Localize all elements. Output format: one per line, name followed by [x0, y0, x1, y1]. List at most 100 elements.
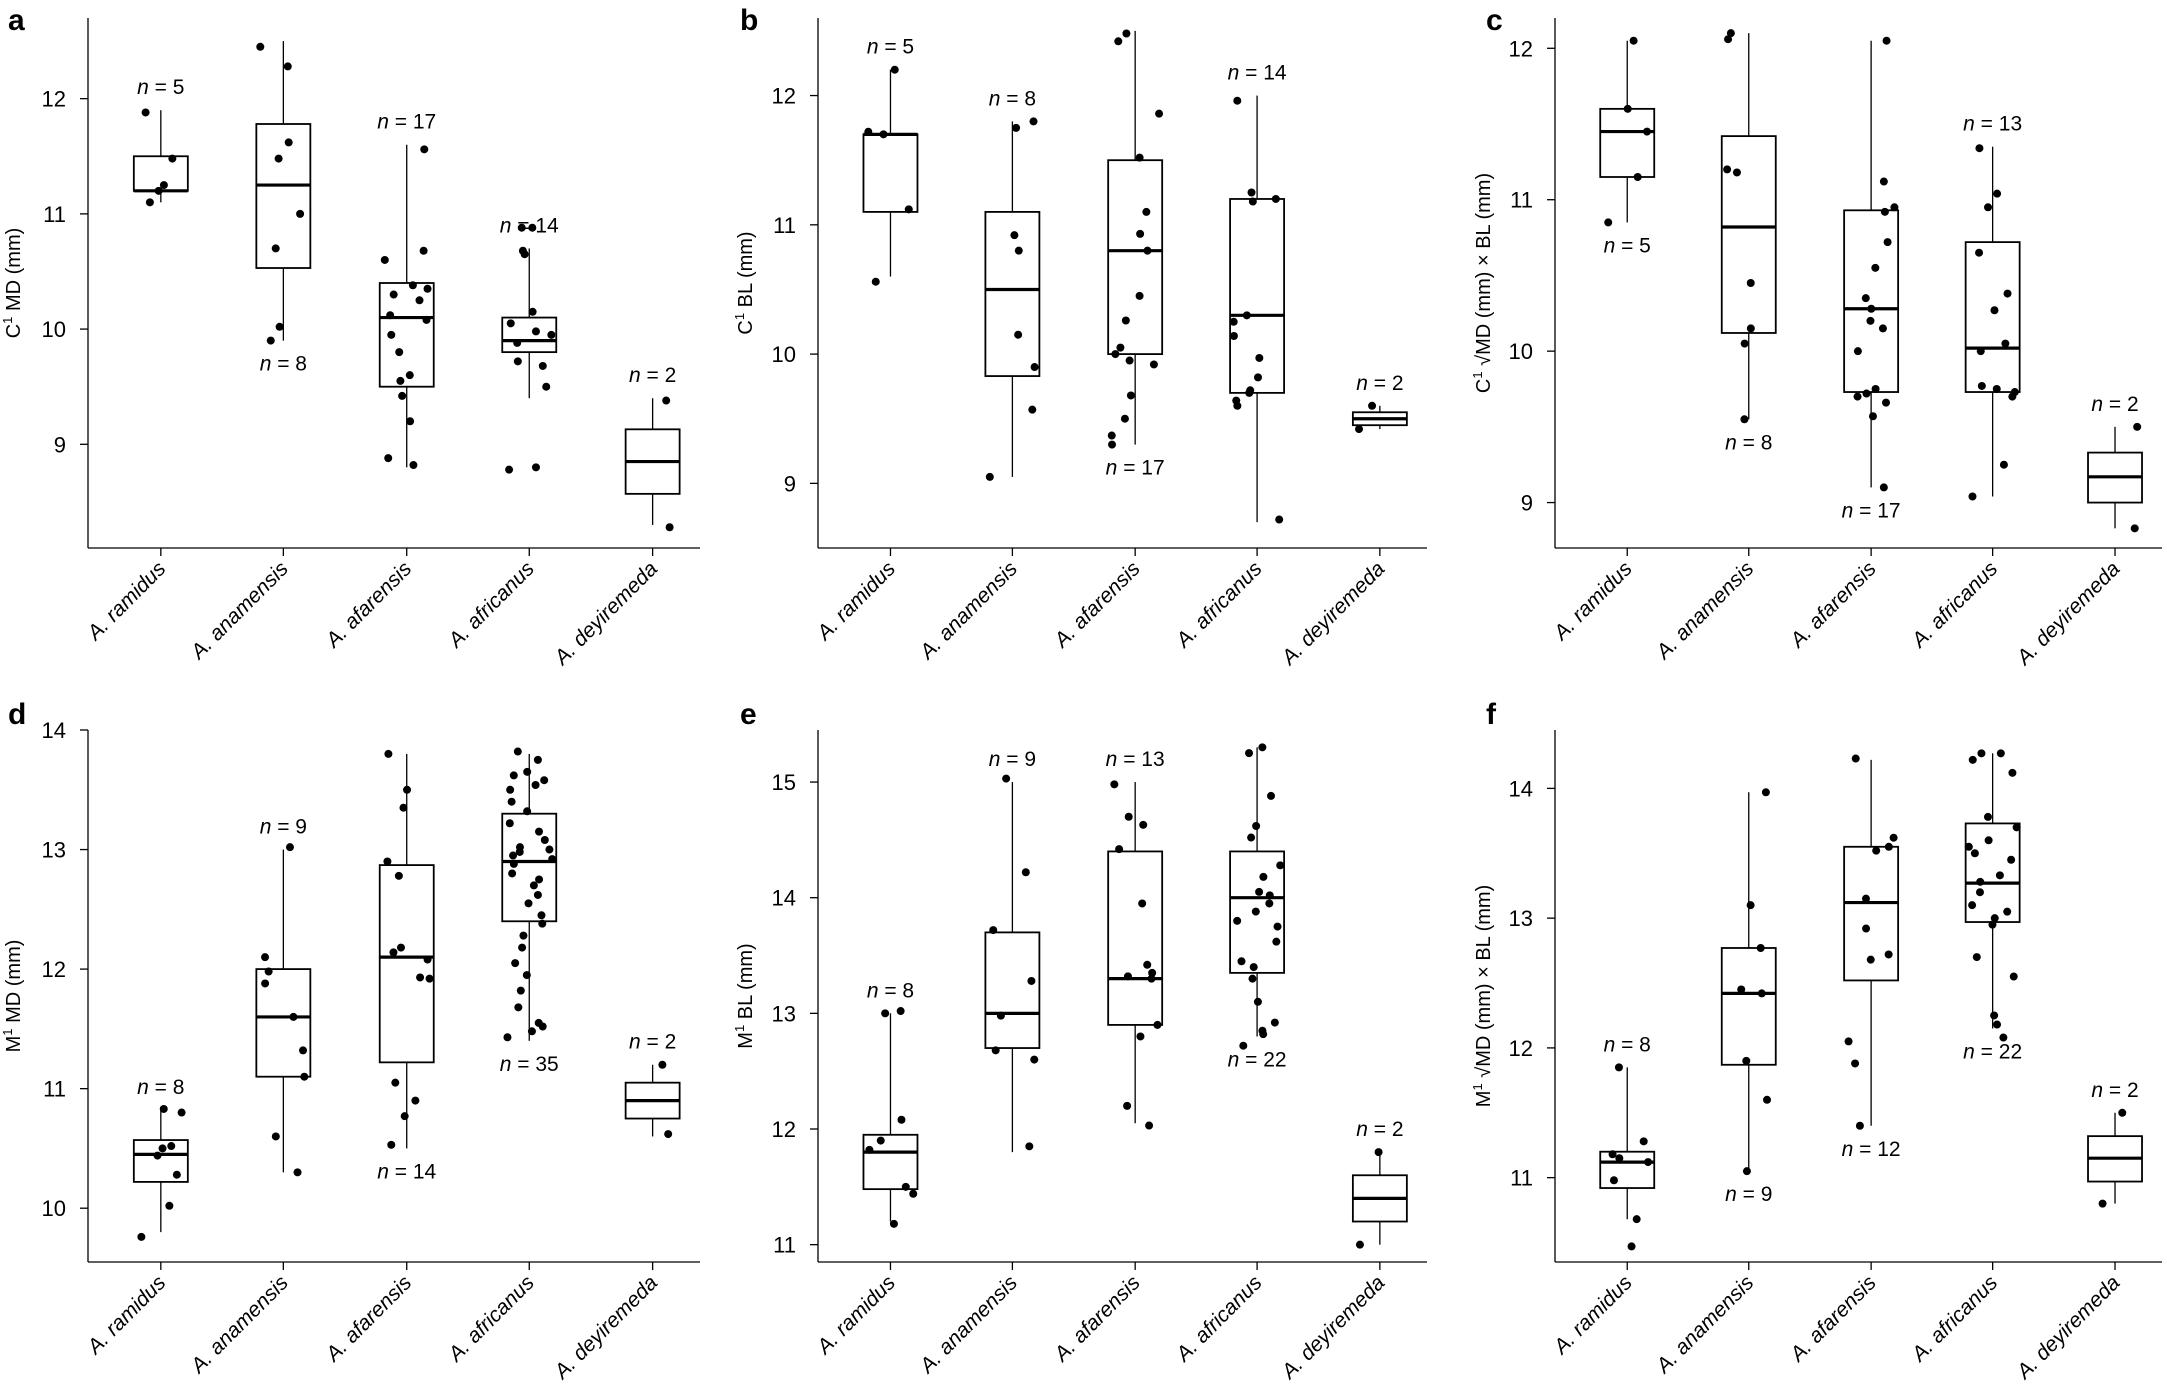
data-point	[1970, 849, 1979, 858]
data-point	[1253, 997, 1262, 1006]
data-point	[2130, 524, 2139, 533]
data-point	[384, 454, 393, 463]
data-point	[159, 181, 168, 190]
data-point	[508, 869, 517, 878]
data-point	[662, 396, 671, 405]
data-point	[1623, 104, 1632, 113]
data-point	[2118, 1108, 2127, 1117]
data-point	[1259, 872, 1268, 881]
data-point	[395, 348, 404, 357]
data-point	[1110, 780, 1119, 789]
box	[1229, 198, 1285, 394]
category-label: A. deyiremeda	[1276, 557, 1389, 670]
data-point	[285, 843, 294, 852]
data-point	[1880, 207, 1889, 216]
data-point	[2009, 972, 2018, 981]
data-point	[1229, 317, 1238, 326]
data-point	[1633, 173, 1642, 181]
n-label: n = 8	[867, 979, 914, 1002]
y-axis-label: M1 MD (mm)	[0, 940, 25, 1053]
data-point	[1990, 1011, 1999, 1020]
data-point	[1757, 989, 1766, 998]
data-point	[1879, 483, 1888, 492]
n-label: n = 2	[629, 1031, 676, 1054]
data-point	[405, 371, 414, 380]
data-point	[901, 1182, 910, 1191]
category-label: A. deyiremeda	[549, 557, 662, 670]
data-point	[300, 1072, 309, 1081]
data-point	[1125, 356, 1134, 365]
data-point	[1355, 425, 1364, 434]
data-point	[506, 319, 515, 328]
data-point	[1123, 972, 1132, 981]
category-label: A. deyiremeda	[549, 1271, 662, 1384]
data-point	[1259, 1030, 1268, 1039]
box	[1720, 135, 1777, 334]
panel-letter: c	[1486, 4, 1503, 37]
data-point	[403, 785, 412, 794]
data-point	[1627, 1242, 1636, 1251]
data-point	[1030, 363, 1039, 372]
data-point	[1724, 35, 1733, 44]
data-point	[1010, 231, 1019, 240]
data-point	[1025, 1142, 1034, 1151]
data-point	[1761, 788, 1770, 797]
data-point	[423, 284, 432, 293]
data-point	[1746, 901, 1755, 910]
data-point	[991, 1046, 1000, 1055]
n-label: n = 8	[137, 1076, 184, 1099]
category-label: A. anamensis	[914, 1271, 1022, 1379]
data-point	[1229, 332, 1238, 340]
data-point	[1116, 343, 1125, 352]
data-point	[1999, 1033, 2008, 1042]
data-point	[408, 281, 417, 290]
data-point	[274, 154, 283, 163]
data-point	[1614, 1063, 1623, 1072]
data-point	[1108, 440, 1117, 449]
data-point	[996, 1011, 1005, 1020]
data-point	[1866, 316, 1875, 325]
category-label: A. africanus	[1906, 557, 2002, 653]
data-point	[1723, 165, 1732, 174]
data-point	[509, 859, 518, 868]
category-label: A. deyiremeda	[1276, 1271, 1389, 1384]
data-point	[1255, 353, 1264, 362]
data-point	[1245, 388, 1254, 397]
y-tick-label: 11	[773, 213, 796, 238]
data-point	[1155, 109, 1164, 118]
y-tick-label: 13	[772, 1001, 796, 1026]
data-point	[1861, 294, 1870, 303]
data-point	[864, 127, 873, 136]
data-point	[1872, 846, 1881, 855]
data-point	[1136, 229, 1145, 238]
data-point	[1861, 894, 1870, 903]
data-point	[399, 803, 408, 812]
data-point	[1029, 117, 1038, 126]
data-point	[389, 948, 398, 957]
data-point	[419, 246, 428, 255]
y-axis-label: M1 √MD (mm) × BL (mm)	[1470, 885, 1495, 1107]
data-point	[1265, 899, 1274, 908]
n-label: n = 5	[137, 76, 184, 99]
data-point	[1742, 1056, 1751, 1065]
data-point	[1609, 1176, 1618, 1185]
data-point	[1883, 238, 1892, 247]
data-point	[411, 1096, 420, 1105]
data-point	[2003, 907, 2012, 916]
data-point	[1890, 203, 1899, 212]
n-label: n = 35	[500, 1053, 559, 1076]
box	[1599, 1150, 1656, 1189]
data-point	[1135, 153, 1144, 162]
data-point	[519, 931, 528, 940]
data-point	[535, 827, 544, 836]
data-point	[890, 65, 899, 74]
data-point	[529, 881, 538, 890]
y-tick-label: 9	[784, 471, 796, 496]
data-point	[1149, 360, 1158, 369]
data-point	[1990, 306, 1999, 315]
data-point	[1855, 1121, 1864, 1130]
data-point	[1977, 749, 1986, 758]
data-point	[524, 899, 533, 908]
box	[1599, 107, 1656, 178]
data-point	[1233, 401, 1242, 410]
